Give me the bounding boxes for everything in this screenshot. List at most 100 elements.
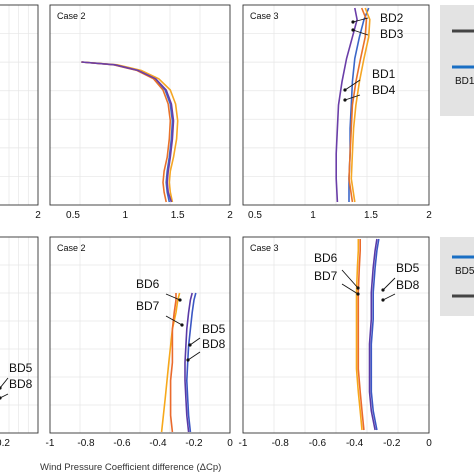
annotation-label: BD8 <box>396 278 420 292</box>
annotation-bd2: BD2 <box>351 11 404 25</box>
annotation-bd3: BD3 <box>351 27 404 41</box>
panel-top-left-partial: 2 <box>0 4 41 221</box>
annotation-arrowhead <box>356 292 360 296</box>
annotation-bd5: BD5 <box>381 261 420 292</box>
annotation-arrowhead <box>188 343 192 347</box>
x-tick-label: -0.8 <box>77 438 95 449</box>
series-line-bd7 <box>169 293 177 433</box>
annotation-label: BD1 <box>372 67 396 81</box>
panel-title: Case 2 <box>57 11 86 21</box>
series-line-bd5 <box>186 292 197 433</box>
x-tick-label: 1 <box>310 210 316 221</box>
series-line-bd2 <box>350 7 371 203</box>
annotation-label: BD7 <box>314 269 338 283</box>
annotation-arrowhead <box>343 98 347 102</box>
panel-frame <box>0 4 39 206</box>
x-tick-label: 0.5 <box>248 210 262 221</box>
annotation-arrowhead <box>381 288 385 292</box>
annotation-label: BD6 <box>136 277 160 291</box>
x-tick-label: -0.8 <box>272 438 290 449</box>
x-tick-label: 1.5 <box>171 210 185 221</box>
x-tick-label: -0.6 <box>309 438 327 449</box>
annotation-arrow <box>382 277 396 291</box>
annotation-arrowhead <box>0 396 2 400</box>
annotation-bd6: BD6 <box>136 277 182 302</box>
annotation-bd5: BD5 <box>188 322 226 347</box>
x-tick-label: 2 <box>426 210 432 221</box>
annotation-bd1: BD1 <box>343 67 396 92</box>
panel-bottom-middle: Case 2 -1 -0.8 -0.6 -0.4 -0.2 0 <box>46 236 233 449</box>
x-tick-label: 1.5 <box>364 210 378 221</box>
legend-top-box <box>440 5 474 116</box>
annotation-bd7: BD7 <box>136 299 184 327</box>
panel-frame <box>0 236 39 434</box>
legend-bottom-label: BD5 <box>455 266 474 277</box>
x-tick-label: 1 <box>123 210 129 221</box>
legend-bottom-box <box>440 237 474 316</box>
series-line-bd6 <box>355 239 363 431</box>
annotation-bd8: BD8 <box>0 377 33 400</box>
annotation-arrow <box>382 293 396 301</box>
annotation-arrow <box>344 79 361 91</box>
series-line-bd3 <box>81 61 172 203</box>
annotation-label: BD4 <box>372 83 396 97</box>
annotation-arrowhead <box>343 88 347 92</box>
panel-frame <box>49 236 231 434</box>
legend-bottom: BD5 <box>440 237 474 316</box>
series-line-bd4 <box>81 61 175 203</box>
annotation-bd4: BD4 <box>343 83 396 102</box>
annotation-arrow <box>352 17 369 23</box>
x-tick-label: 0 <box>426 438 432 449</box>
panel-top-middle: Case 2 0.5 1 1.5 2 <box>49 4 233 221</box>
annotation-bd8: BD8 <box>381 278 420 302</box>
panel-bottom-right: Case 3 -1 -0.8 -0.6 -0.4 -0.2 0 <box>239 236 432 449</box>
series-line-bd3 <box>348 7 368 203</box>
annotation-arrow <box>165 293 181 301</box>
series-line-bd2 <box>81 61 179 203</box>
annotation-arrow <box>189 337 201 346</box>
annotation-label: BD5 <box>202 322 226 336</box>
annotation-label: BD8 <box>202 337 226 351</box>
annotation-label: BD7 <box>136 299 160 313</box>
series-line-bd4 <box>335 7 358 203</box>
legend-top: BD1 <box>440 5 474 116</box>
annotation-bd5: BD5 <box>0 361 33 390</box>
annotation-arrow <box>352 29 369 36</box>
x-tick-label: 2 <box>35 210 41 221</box>
x-axis-label: Wind Pressure Coefficient difference (ΔC… <box>40 462 221 473</box>
annotation-bd7: BD7 <box>314 269 360 296</box>
panel-title: Case 3 <box>250 243 279 253</box>
annotation-arrow <box>165 315 183 326</box>
series-line-bd7 <box>357 239 365 431</box>
series-line-bd6 <box>160 292 181 433</box>
x-tick-label: 2 <box>227 210 233 221</box>
panel-frame <box>242 236 430 434</box>
annotation-arrowhead <box>0 386 2 390</box>
annotation-label: BD8 <box>9 377 33 391</box>
annotation-bd6: BD6 <box>314 251 360 290</box>
annotation-label: BD6 <box>314 251 338 265</box>
annotation-arrowhead <box>381 298 385 302</box>
annotation-arrow <box>0 377 9 389</box>
panel-title: Case 2 <box>57 243 86 253</box>
x-tick-label: -1 <box>46 438 55 449</box>
x-tick-label: 0.2 <box>0 438 10 449</box>
legend-top-label: BD1 <box>455 76 474 87</box>
annotation-arrowhead <box>186 358 190 362</box>
x-tick-label: 0 <box>227 438 233 449</box>
annotation-arrow <box>341 269 359 289</box>
annotation-label: BD5 <box>396 261 420 275</box>
annotation-arrowhead <box>180 323 184 327</box>
x-tick-label: 0.5 <box>66 210 80 221</box>
series-line-bd8 <box>368 238 378 431</box>
annotation-arrow <box>187 351 201 361</box>
annotation-arrowhead <box>356 286 360 290</box>
x-tick-label: -0.6 <box>113 438 131 449</box>
x-tick-label: -0.4 <box>149 438 167 449</box>
annotation-arrow <box>341 283 359 295</box>
x-tick-label: -0.2 <box>383 438 401 449</box>
panel-bottom-left-partial: 0.2 <box>0 236 39 449</box>
series-line-bd8 <box>184 292 193 433</box>
panel-title: Case 3 <box>250 11 279 21</box>
